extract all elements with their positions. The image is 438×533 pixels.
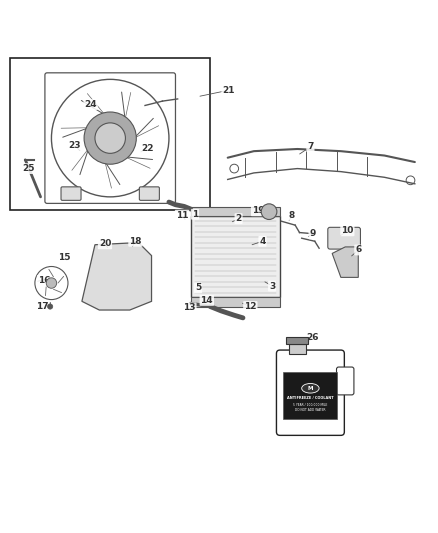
FancyArrowPatch shape — [106, 164, 120, 184]
FancyBboxPatch shape — [139, 187, 159, 200]
FancyArrowPatch shape — [128, 157, 152, 159]
Text: 11: 11 — [176, 211, 188, 220]
Text: 24: 24 — [84, 100, 97, 109]
Bar — [191, 216, 280, 297]
Circle shape — [84, 112, 136, 164]
Text: 20: 20 — [99, 239, 111, 248]
Text: 5 YEAR / 100,000 MILE: 5 YEAR / 100,000 MILE — [293, 403, 328, 407]
FancyBboxPatch shape — [276, 350, 344, 435]
Text: 4: 4 — [259, 237, 266, 246]
FancyArrowPatch shape — [63, 128, 86, 137]
FancyBboxPatch shape — [328, 228, 360, 249]
Ellipse shape — [302, 383, 319, 393]
Polygon shape — [82, 243, 152, 310]
FancyArrowPatch shape — [81, 100, 102, 114]
Circle shape — [46, 278, 57, 288]
Bar — [283, 372, 337, 419]
Text: 13: 13 — [183, 303, 196, 312]
Text: 12: 12 — [244, 302, 257, 311]
FancyArrowPatch shape — [80, 151, 88, 175]
FancyArrowPatch shape — [122, 92, 125, 117]
Text: 9: 9 — [309, 229, 316, 238]
Text: 6: 6 — [355, 246, 361, 254]
Bar — [286, 337, 308, 344]
Polygon shape — [332, 247, 358, 277]
Text: 16: 16 — [38, 276, 50, 285]
Text: 18: 18 — [129, 237, 141, 246]
Circle shape — [261, 204, 277, 220]
Text: 3: 3 — [269, 281, 275, 290]
Text: 15: 15 — [58, 253, 71, 262]
Text: M: M — [307, 386, 313, 391]
FancyBboxPatch shape — [61, 187, 81, 200]
FancyArrowPatch shape — [136, 118, 153, 136]
Text: ANTIFREEZE / COOLANT: ANTIFREEZE / COOLANT — [287, 395, 334, 400]
Text: 22: 22 — [141, 143, 153, 152]
Text: 10: 10 — [341, 227, 353, 235]
Text: DO NOT ADD WATER: DO NOT ADD WATER — [295, 408, 325, 413]
Text: 26: 26 — [306, 333, 319, 342]
Circle shape — [47, 304, 53, 309]
FancyBboxPatch shape — [336, 367, 354, 395]
Text: 14: 14 — [201, 296, 213, 305]
Text: 19: 19 — [252, 206, 265, 215]
Text: 21: 21 — [223, 86, 235, 95]
Circle shape — [95, 123, 125, 154]
Text: 5: 5 — [195, 284, 201, 292]
Bar — [10, 58, 210, 210]
Text: 25: 25 — [22, 164, 35, 173]
Text: 8: 8 — [289, 211, 295, 220]
Bar — [191, 297, 280, 306]
Text: 23: 23 — [68, 141, 81, 150]
Text: 2: 2 — [236, 214, 242, 223]
Bar — [191, 207, 280, 216]
Text: 7: 7 — [307, 142, 314, 151]
Text: 1: 1 — [192, 210, 198, 219]
Bar — [289, 344, 306, 353]
Text: 17: 17 — [36, 302, 49, 311]
